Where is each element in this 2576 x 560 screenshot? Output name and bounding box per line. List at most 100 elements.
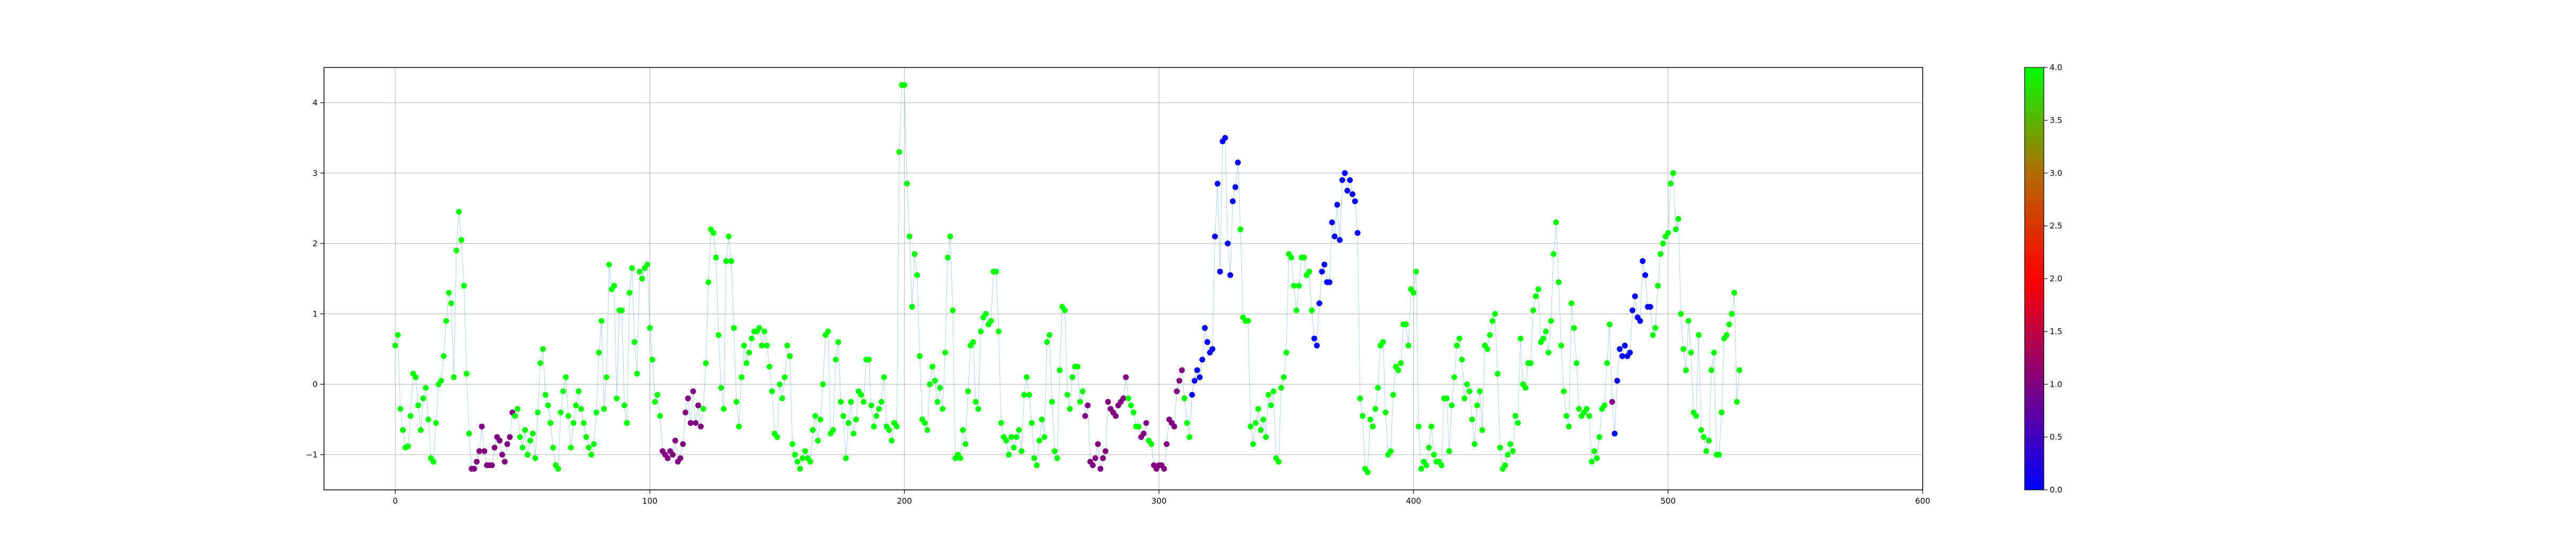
- data-point: [588, 452, 594, 458]
- data-point: [443, 318, 449, 324]
- data-point: [1102, 448, 1108, 454]
- data-point: [1354, 230, 1361, 236]
- data-point: [1688, 350, 1694, 356]
- data-point: [1136, 423, 1142, 430]
- data-point: [1471, 441, 1478, 447]
- data-point: [1454, 342, 1460, 349]
- data-point: [1489, 318, 1496, 324]
- data-point: [1095, 441, 1101, 447]
- data-point: [868, 402, 874, 409]
- data-point: [407, 413, 414, 419]
- data-point: [809, 427, 816, 433]
- data-point: [560, 388, 566, 394]
- colorbar-tick-label: 3.0: [2050, 168, 2062, 178]
- data-point: [917, 353, 923, 359]
- data-point: [1278, 385, 1284, 391]
- data-point: [1711, 350, 1717, 356]
- data-point: [450, 374, 457, 380]
- data-point: [1217, 268, 1223, 275]
- data-point: [1171, 423, 1178, 430]
- data-point: [1678, 311, 1684, 317]
- data-point: [901, 82, 908, 88]
- data-point: [392, 342, 398, 349]
- data-point: [425, 417, 431, 422]
- data-point: [471, 465, 477, 472]
- data-point: [1235, 159, 1241, 166]
- data-point: [565, 413, 572, 419]
- data-point: [481, 448, 488, 454]
- data-point: [1260, 417, 1267, 422]
- data-point: [532, 455, 539, 461]
- data-point: [1703, 448, 1710, 454]
- data-point: [1329, 219, 1335, 225]
- data-point: [1041, 434, 1047, 440]
- data-point: [1522, 385, 1529, 391]
- data-point: [1535, 286, 1541, 292]
- data-point: [1174, 388, 1180, 394]
- data-point: [1212, 233, 1218, 240]
- data-point: [1708, 367, 1715, 374]
- data-point: [1263, 434, 1269, 440]
- data-point: [756, 325, 763, 331]
- data-point: [873, 413, 880, 419]
- data-point: [527, 437, 533, 444]
- data-point: [1255, 406, 1261, 412]
- data-point: [683, 409, 689, 415]
- data-point: [962, 441, 969, 447]
- data-point: [1670, 170, 1676, 176]
- data-point: [1479, 427, 1486, 433]
- data-point: [1617, 346, 1623, 352]
- data-point: [1250, 441, 1256, 447]
- x-tick-label: 300: [1151, 496, 1167, 506]
- data-point: [1189, 392, 1195, 398]
- data-point: [1034, 462, 1040, 469]
- x-tick-label: 0: [393, 496, 398, 506]
- data-point: [1571, 325, 1577, 331]
- x-tick-label: 500: [1660, 496, 1676, 506]
- data-point: [1123, 374, 1129, 380]
- data-point: [1464, 381, 1470, 387]
- data-point: [540, 346, 546, 352]
- colorbar-gradient: [2024, 67, 2044, 490]
- data-point: [632, 339, 638, 345]
- data-point: [1140, 430, 1147, 437]
- data-point: [1550, 251, 1557, 257]
- data-point: [639, 276, 645, 282]
- data-point: [1573, 360, 1580, 366]
- data-point: [1705, 437, 1712, 444]
- data-point: [792, 452, 798, 458]
- data-point: [741, 342, 747, 349]
- y-tick-label: 0: [312, 379, 318, 389]
- data-point: [1586, 413, 1592, 419]
- data-point: [1161, 465, 1167, 472]
- data-point: [871, 423, 877, 430]
- data-point: [555, 465, 561, 472]
- data-point: [975, 406, 982, 412]
- data-point: [1640, 258, 1646, 264]
- data-point: [1085, 402, 1091, 409]
- data-point: [1502, 462, 1508, 469]
- data-point: [1665, 230, 1671, 236]
- data-point: [466, 430, 472, 437]
- data-point: [670, 452, 676, 458]
- data-point: [1685, 318, 1692, 324]
- data-point: [537, 360, 543, 366]
- data-point: [1352, 198, 1358, 205]
- data-point: [769, 388, 775, 394]
- data-point: [664, 455, 671, 461]
- data-point: [456, 209, 462, 215]
- data-point: [626, 290, 633, 296]
- data-point: [1583, 406, 1590, 412]
- data-point: [721, 406, 727, 412]
- data-point: [586, 445, 592, 451]
- data-point: [558, 409, 564, 415]
- data-point: [1367, 417, 1374, 422]
- data-point: [448, 300, 455, 307]
- data-point: [1495, 370, 1501, 377]
- data-point: [1313, 342, 1320, 349]
- data-point: [927, 381, 933, 387]
- data-point: [1008, 434, 1014, 440]
- data-point: [1650, 332, 1656, 338]
- data-point: [1176, 378, 1182, 384]
